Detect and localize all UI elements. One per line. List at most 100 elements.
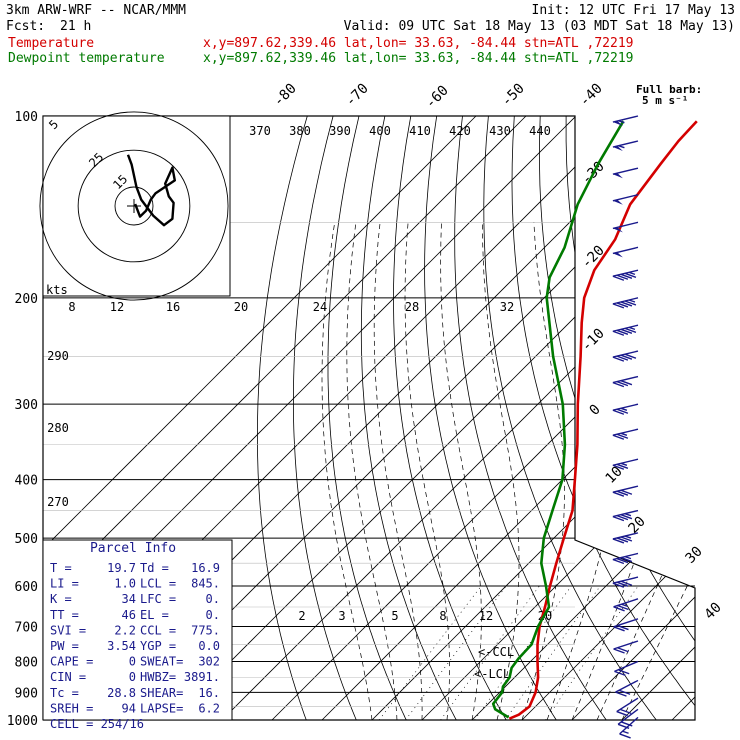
barb-half-flag — [620, 462, 628, 466]
parcel-value: 0. — [206, 608, 220, 622]
barb-flag — [616, 274, 629, 280]
barb-flag — [616, 380, 629, 387]
parcel-value: TT = — [50, 608, 79, 622]
mixing-ratio-label: 12 — [479, 609, 493, 623]
theta-label: 370 — [249, 124, 271, 138]
barb-flag — [617, 624, 629, 631]
barb-half-flag — [624, 513, 632, 517]
wind-barb — [612, 221, 639, 233]
valid-time: Valid: 09 UTC Sat 18 May 13 (03 MDT Sat … — [344, 19, 735, 34]
barb-flag — [613, 606, 625, 612]
parcel-title: Parcel Info — [90, 541, 176, 556]
parcel-value: 46 — [122, 608, 136, 622]
parcel-value: 6.2 — [198, 701, 220, 715]
forecast-hour: 21 h — [60, 19, 91, 34]
barb-flag — [616, 463, 629, 469]
isotherm-line — [621, 116, 695, 720]
isotherm-label: -60 — [423, 83, 452, 112]
parcel-value: SWEAT= — [140, 655, 183, 669]
wind-barb — [612, 576, 639, 588]
barb-flag — [620, 273, 633, 279]
sounding-profiles — [491, 120, 698, 720]
wind-barb — [612, 485, 639, 497]
barb-flag — [619, 708, 632, 715]
hodograph-trace — [126, 154, 176, 227]
barb-pennant — [612, 199, 623, 205]
parcel-box-frame — [42, 539, 233, 721]
barb-half-flag — [621, 603, 628, 607]
moist-adiabat — [440, 222, 482, 720]
parcel-value: 0 — [129, 655, 136, 669]
isotherm-line — [371, 116, 695, 720]
barb-flag — [616, 433, 629, 439]
hodograph-ring — [39, 111, 229, 301]
wind-barb — [614, 660, 639, 677]
dry-adiabat — [360, 116, 457, 720]
theta-left-label: 280 — [47, 421, 69, 435]
barb-flag — [624, 272, 637, 278]
isotherm-label: 40 — [702, 600, 725, 623]
isotherm-line — [471, 116, 695, 720]
parcel-value: SVI = — [50, 623, 86, 637]
wind-barbs — [612, 115, 639, 739]
pressure-tick-label: 100 — [15, 110, 38, 125]
barb-flag — [612, 558, 625, 565]
barb-flag — [612, 330, 625, 336]
isotherm-line — [43, 116, 477, 720]
isotherm-label: 0 — [587, 402, 604, 419]
barb-half-flag — [620, 432, 628, 436]
barb-flag — [616, 514, 629, 521]
isotherm-label: -50 — [499, 81, 528, 110]
barb-flag — [620, 580, 633, 586]
dry-adiabat — [293, 116, 357, 720]
parcel-value: CCL = — [140, 623, 176, 637]
moist-adiabat — [482, 222, 520, 720]
barb-flag — [612, 434, 625, 440]
dewpoint-profile — [491, 120, 625, 719]
wind-barb — [612, 167, 639, 179]
theta-label: 400 — [369, 124, 391, 138]
barb-pennant — [612, 227, 623, 233]
hodograph-axis-label: 20 — [234, 300, 248, 314]
barb-flag — [616, 355, 629, 361]
mixing-ratio-label: 8 — [439, 609, 446, 623]
barb-staff — [613, 618, 639, 628]
barb-flag — [624, 327, 637, 334]
dry-adiabat — [454, 116, 607, 720]
mixing-ratio-line — [504, 585, 601, 720]
isotherm-line — [671, 116, 695, 720]
barb-flag — [620, 328, 633, 334]
parcel-value: K = — [50, 592, 72, 606]
hodograph-axis-label: 16 — [166, 300, 180, 314]
barb-flag — [612, 464, 625, 470]
wind-barb — [612, 194, 639, 205]
parcel-value: 16. — [198, 686, 220, 700]
barb-staff — [612, 140, 639, 148]
dewpoint-legend: Dewpoint temperature — [8, 51, 165, 66]
parcel-value: Tc = — [50, 686, 79, 700]
isotherm-line — [43, 116, 527, 720]
parcel-value: 2.2 — [114, 623, 136, 637]
parcel-value: 0 — [129, 670, 136, 684]
parcel-value: T = — [50, 561, 72, 575]
barb-staff — [614, 660, 639, 673]
wind-barb — [612, 458, 639, 470]
mixing-ratio-label: 3 — [338, 609, 345, 623]
parcel-value: 302 — [198, 655, 220, 669]
parcel-value: PW = — [50, 639, 79, 653]
dewpoint-station-info: x,y=897.62,339.46 lat,lon= 33.63, -84.44… — [203, 51, 633, 66]
pressure-tick-label: 200 — [15, 292, 38, 307]
dry-adiabat — [643, 116, 695, 720]
barb-flag — [617, 604, 629, 611]
parcel-value: 28.8 — [107, 686, 136, 700]
hodograph-axis-label: 12 — [110, 300, 124, 314]
wind-barb — [612, 246, 639, 258]
barb-flag — [618, 689, 631, 695]
wind-barb — [612, 428, 639, 440]
parcel-value: 0.0 — [198, 639, 220, 653]
barb-flag — [612, 515, 625, 522]
parcel-value: 0. — [206, 592, 220, 606]
barb-half-flag — [618, 120, 625, 124]
barb-flag — [624, 300, 637, 306]
